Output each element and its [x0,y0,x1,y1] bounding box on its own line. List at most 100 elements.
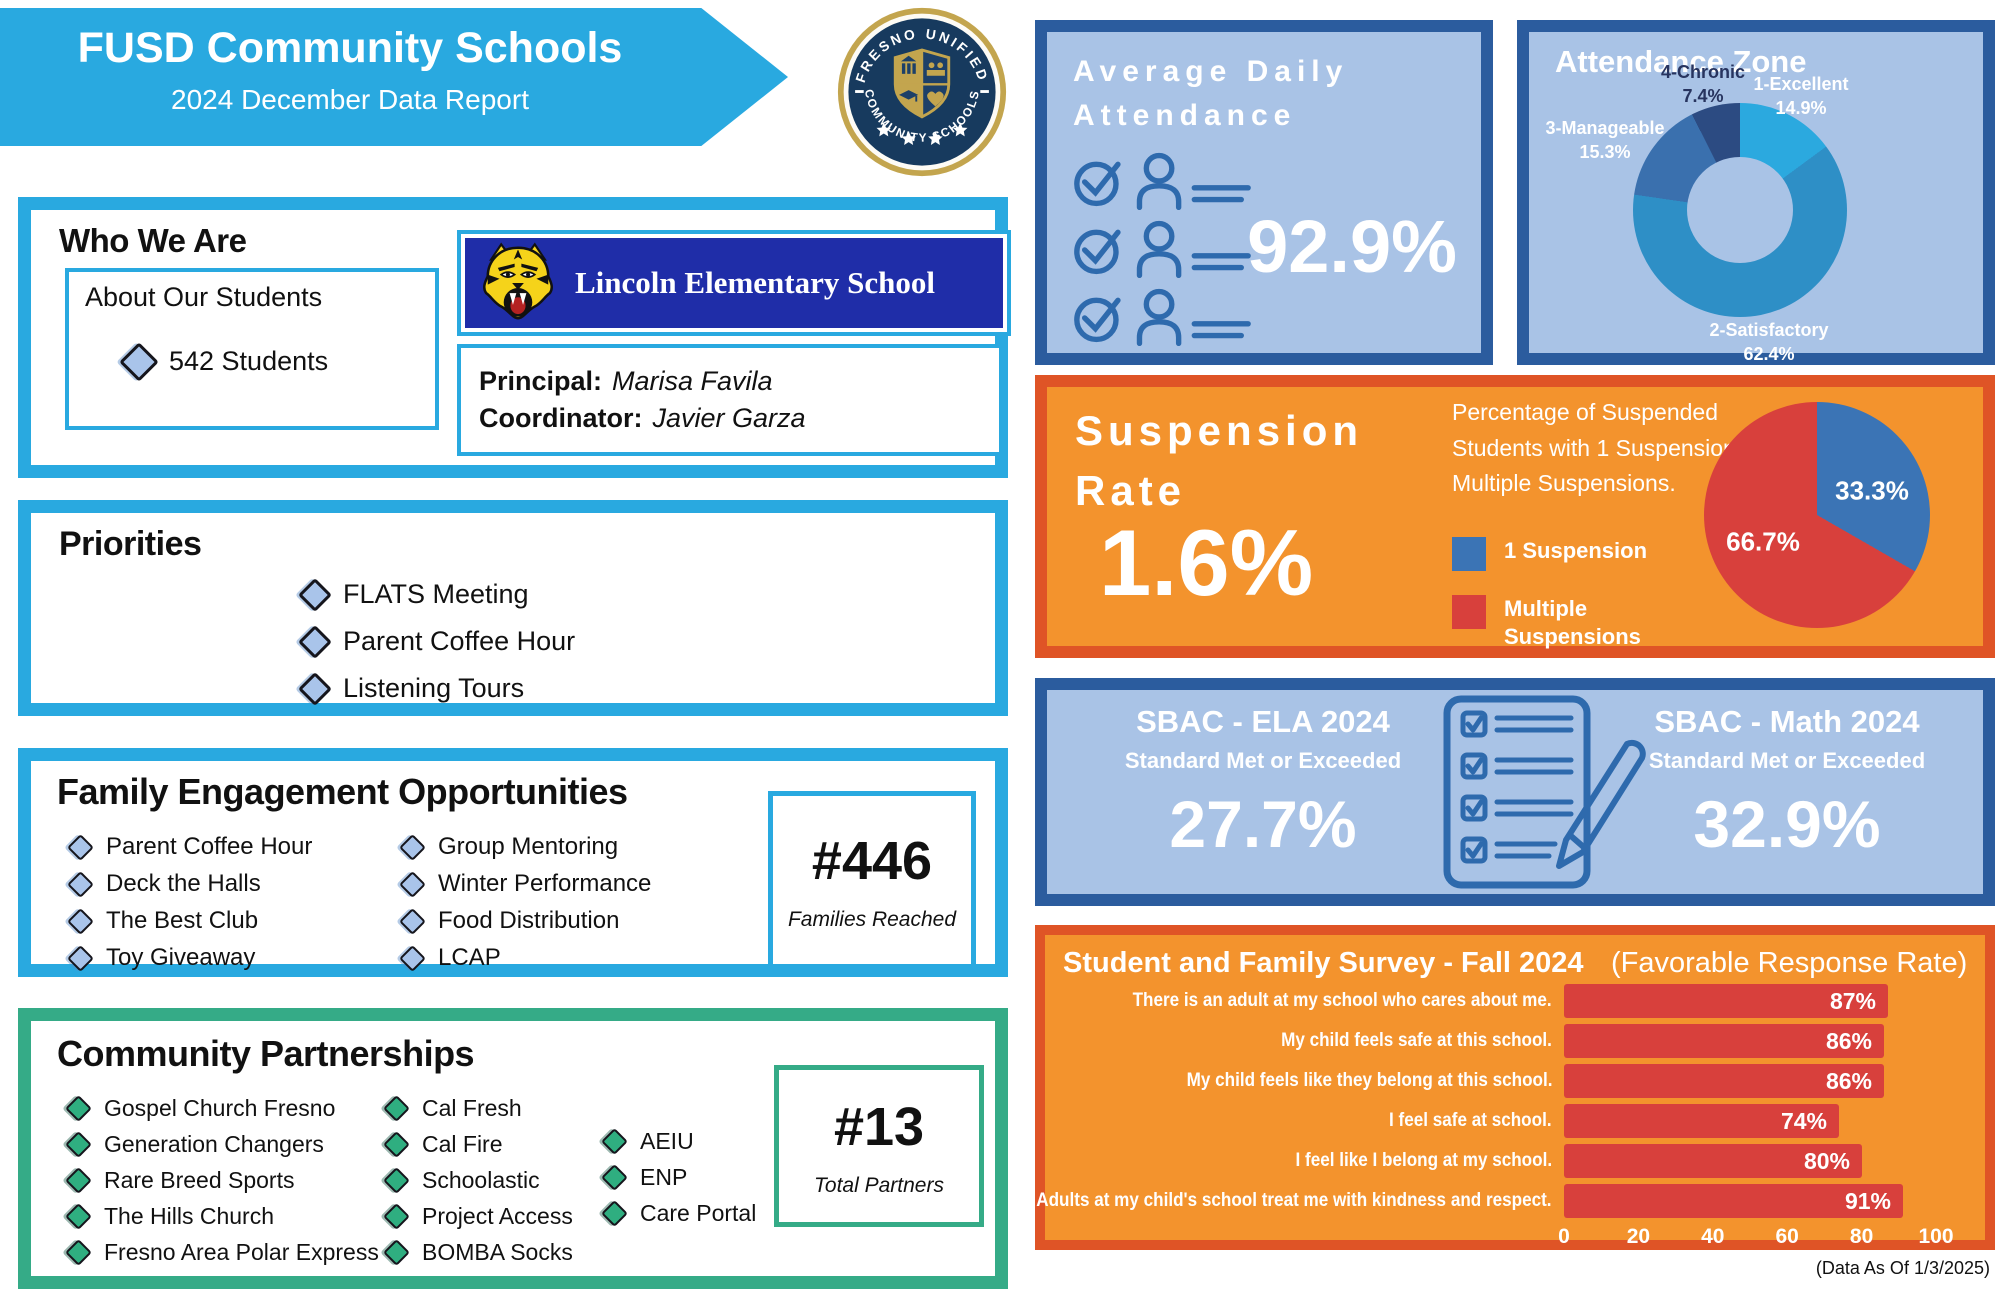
list-item: Schoolastic [383,1167,573,1194]
list-item: FLATS Meeting [298,577,575,612]
list-item: Fresno Area Polar Express [65,1239,379,1266]
survey-bar-value: 86% [1825,1027,1872,1054]
survey-question-label: I feel safe at school. [1389,1110,1552,1131]
list-item: Rare Breed Sports [65,1167,379,1194]
legend-label: 1 Suspension [1504,538,1648,563]
survey-bar-value: 86% [1825,1067,1872,1094]
coordinator-label: Coordinator: [479,403,643,433]
survey-bar-value: 87% [1829,987,1876,1014]
list-item: AEIU [601,1128,756,1155]
list-item-label: BOMBA Socks [422,1239,573,1265]
diamond-bullet-icon [383,1131,410,1158]
about-students-box: About Our Students 542 Students [65,268,439,430]
ada-value: 92.9% [1247,205,1457,288]
sbac-math-subtitle: Standard Met or Exceeded [1648,748,1926,773]
diamond-bullet-icon [65,1203,92,1230]
list-item: ENP [601,1164,756,1191]
partners-list-col3: AEIU ENP Care Portal [601,1128,756,1236]
survey-question-label: Adults at my child's school treat me wit… [1036,1190,1552,1211]
list-item: Cal Fresh [383,1095,573,1122]
list-item-label: Rare Breed Sports [104,1167,295,1193]
check-person-icon [1074,220,1251,278]
survey-bar-value: 91% [1844,1187,1891,1214]
section-title: Who We Are [59,222,247,259]
survey-bar: 86% [1564,1024,1884,1058]
survey-question-label: I feel like I belong at my school. [1295,1150,1552,1171]
checklist-pencil-icon [1443,695,1646,889]
diamond-bullet-icon [383,1167,410,1194]
list-item: Project Access [383,1203,573,1230]
school-name: Lincoln Elementary School [575,265,935,300]
survey-panel: Student and Family Survey - Fall 2024 (F… [1035,925,1995,1250]
page-subtitle: 2024 December Data Report [171,84,529,115]
diamond-bullet-icon [67,833,94,861]
priorities-section: Priorities FLATS Meeting Parent Coffee Ho… [18,500,1008,716]
sbac-math-title: SBAC - Math 2024 [1654,704,1920,739]
diamond-bullet-icon [65,1239,92,1266]
page-title: FUSD Community Schools [77,24,623,72]
sbac-math-block: SBAC - Math 2024 Standard Met or Exceede… [1587,704,1987,862]
average-daily-attendance-panel: Average Daily Attendance 92.9% [1035,20,1493,365]
list-item: BOMBA Socks [383,1239,573,1266]
sbac-math-value: 32.9% [1693,787,1881,861]
seal-stars-icon [876,122,968,146]
list-item: Care Portal [601,1200,756,1227]
donut-segment-label: 2-Satisfactory 62.4% [1709,320,1829,365]
list-item-label: Parent Coffee Hour [343,626,576,656]
legend-swatch-icon [1452,537,1486,571]
principal-name: Marisa Favila [612,366,773,396]
fresno-unified-seal-icon: FRESNO UNIFIED COMMUNITY SCHOOLS [837,7,1007,177]
survey-row: My child feels like they belong at this … [1045,1061,1983,1101]
list-item-label: Food Distribution [438,907,620,934]
survey-x-axis: 0 20 40 60 80 100 [1045,1225,1983,1251]
donut-hole [1687,157,1793,263]
list-item: The Hills Church [65,1203,379,1230]
survey-question-label: My child feels safe at this school. [1281,1030,1552,1051]
list-item: Winter Performance [399,870,651,898]
stat-value: #446 [811,831,933,891]
diamond-bullet-icon [399,944,426,972]
list-item-label: Cal Fire [422,1131,503,1157]
list-item-label: Parent Coffee Hour [106,833,313,860]
partners-list-col1: Gospel Church Fresno Generation Changers R… [65,1095,379,1275]
check-person-icon [1074,288,1251,346]
diamond-bullet-icon [601,1164,628,1191]
diamond-bullet-icon [119,341,159,382]
list-item-label: Deck the Halls [106,870,261,897]
diamond-bullet-icon [298,624,332,659]
family-engagement-section: Family Engagement Opportunities Parent C… [18,748,1008,977]
coordinator-line: Coordinator: Javier Garza [479,403,981,434]
survey-bar: 86% [1564,1064,1884,1098]
total-partners-stat: #13 Total Partners [774,1065,984,1227]
header-banner [0,8,788,146]
community-partnerships-section: Community Partnerships Gospel Church Fre… [18,1008,1008,1289]
about-students-label: About Our Students [85,282,323,312]
pie-slice-label: 66.7% [1726,526,1800,557]
list-item: Parent Coffee Hour [298,624,576,659]
axis-tick-label: 100 [1918,1225,1954,1248]
list-item-label: LCAP [438,944,501,971]
survey-subtitle: (Favorable Response Rate) [1611,947,1968,979]
survey-bar-chart: There is an adult at my school who cares… [1036,981,1983,1248]
list-item-label: Group Mentoring [438,833,619,860]
attendance-zone-panel: Attendance Zone 1-Excellent 14.9% 2-Satisf… [1517,20,1995,365]
sbac-ela-value: 27.7% [1169,787,1357,861]
list-item: Parent Coffee Hour [67,833,312,861]
sbac-ela-block: SBAC - ELA 2024 Standard Met or Exceeded… [1063,704,1463,862]
section-title: Community Partnerships [57,1033,475,1074]
suspension-legend: 1 Suspension Multiple Suspensions [1452,537,1684,674]
list-item: Generation Changers [65,1131,379,1158]
axis-tick-label: 0 [1558,1225,1570,1248]
list-item-label: Listening Tours [343,673,525,703]
list-item-label: Cal Fresh [422,1095,522,1121]
panel-title: Suspension Rate [1075,407,1364,514]
list-item: The Best Club [67,907,312,935]
survey-bar-value: 74% [1780,1107,1827,1134]
list-item-label: Schoolastic [422,1167,540,1193]
coordinator-name: Javier Garza [652,403,806,433]
survey-title: Student and Family Survey - Fall 2024 [1063,947,1584,979]
diamond-bullet-icon [298,671,332,706]
engagement-list-col2: Group Mentoring Winter Performance Food Di… [399,833,651,981]
survey-row: I feel like I belong at my school. 80% [1045,1141,1983,1181]
